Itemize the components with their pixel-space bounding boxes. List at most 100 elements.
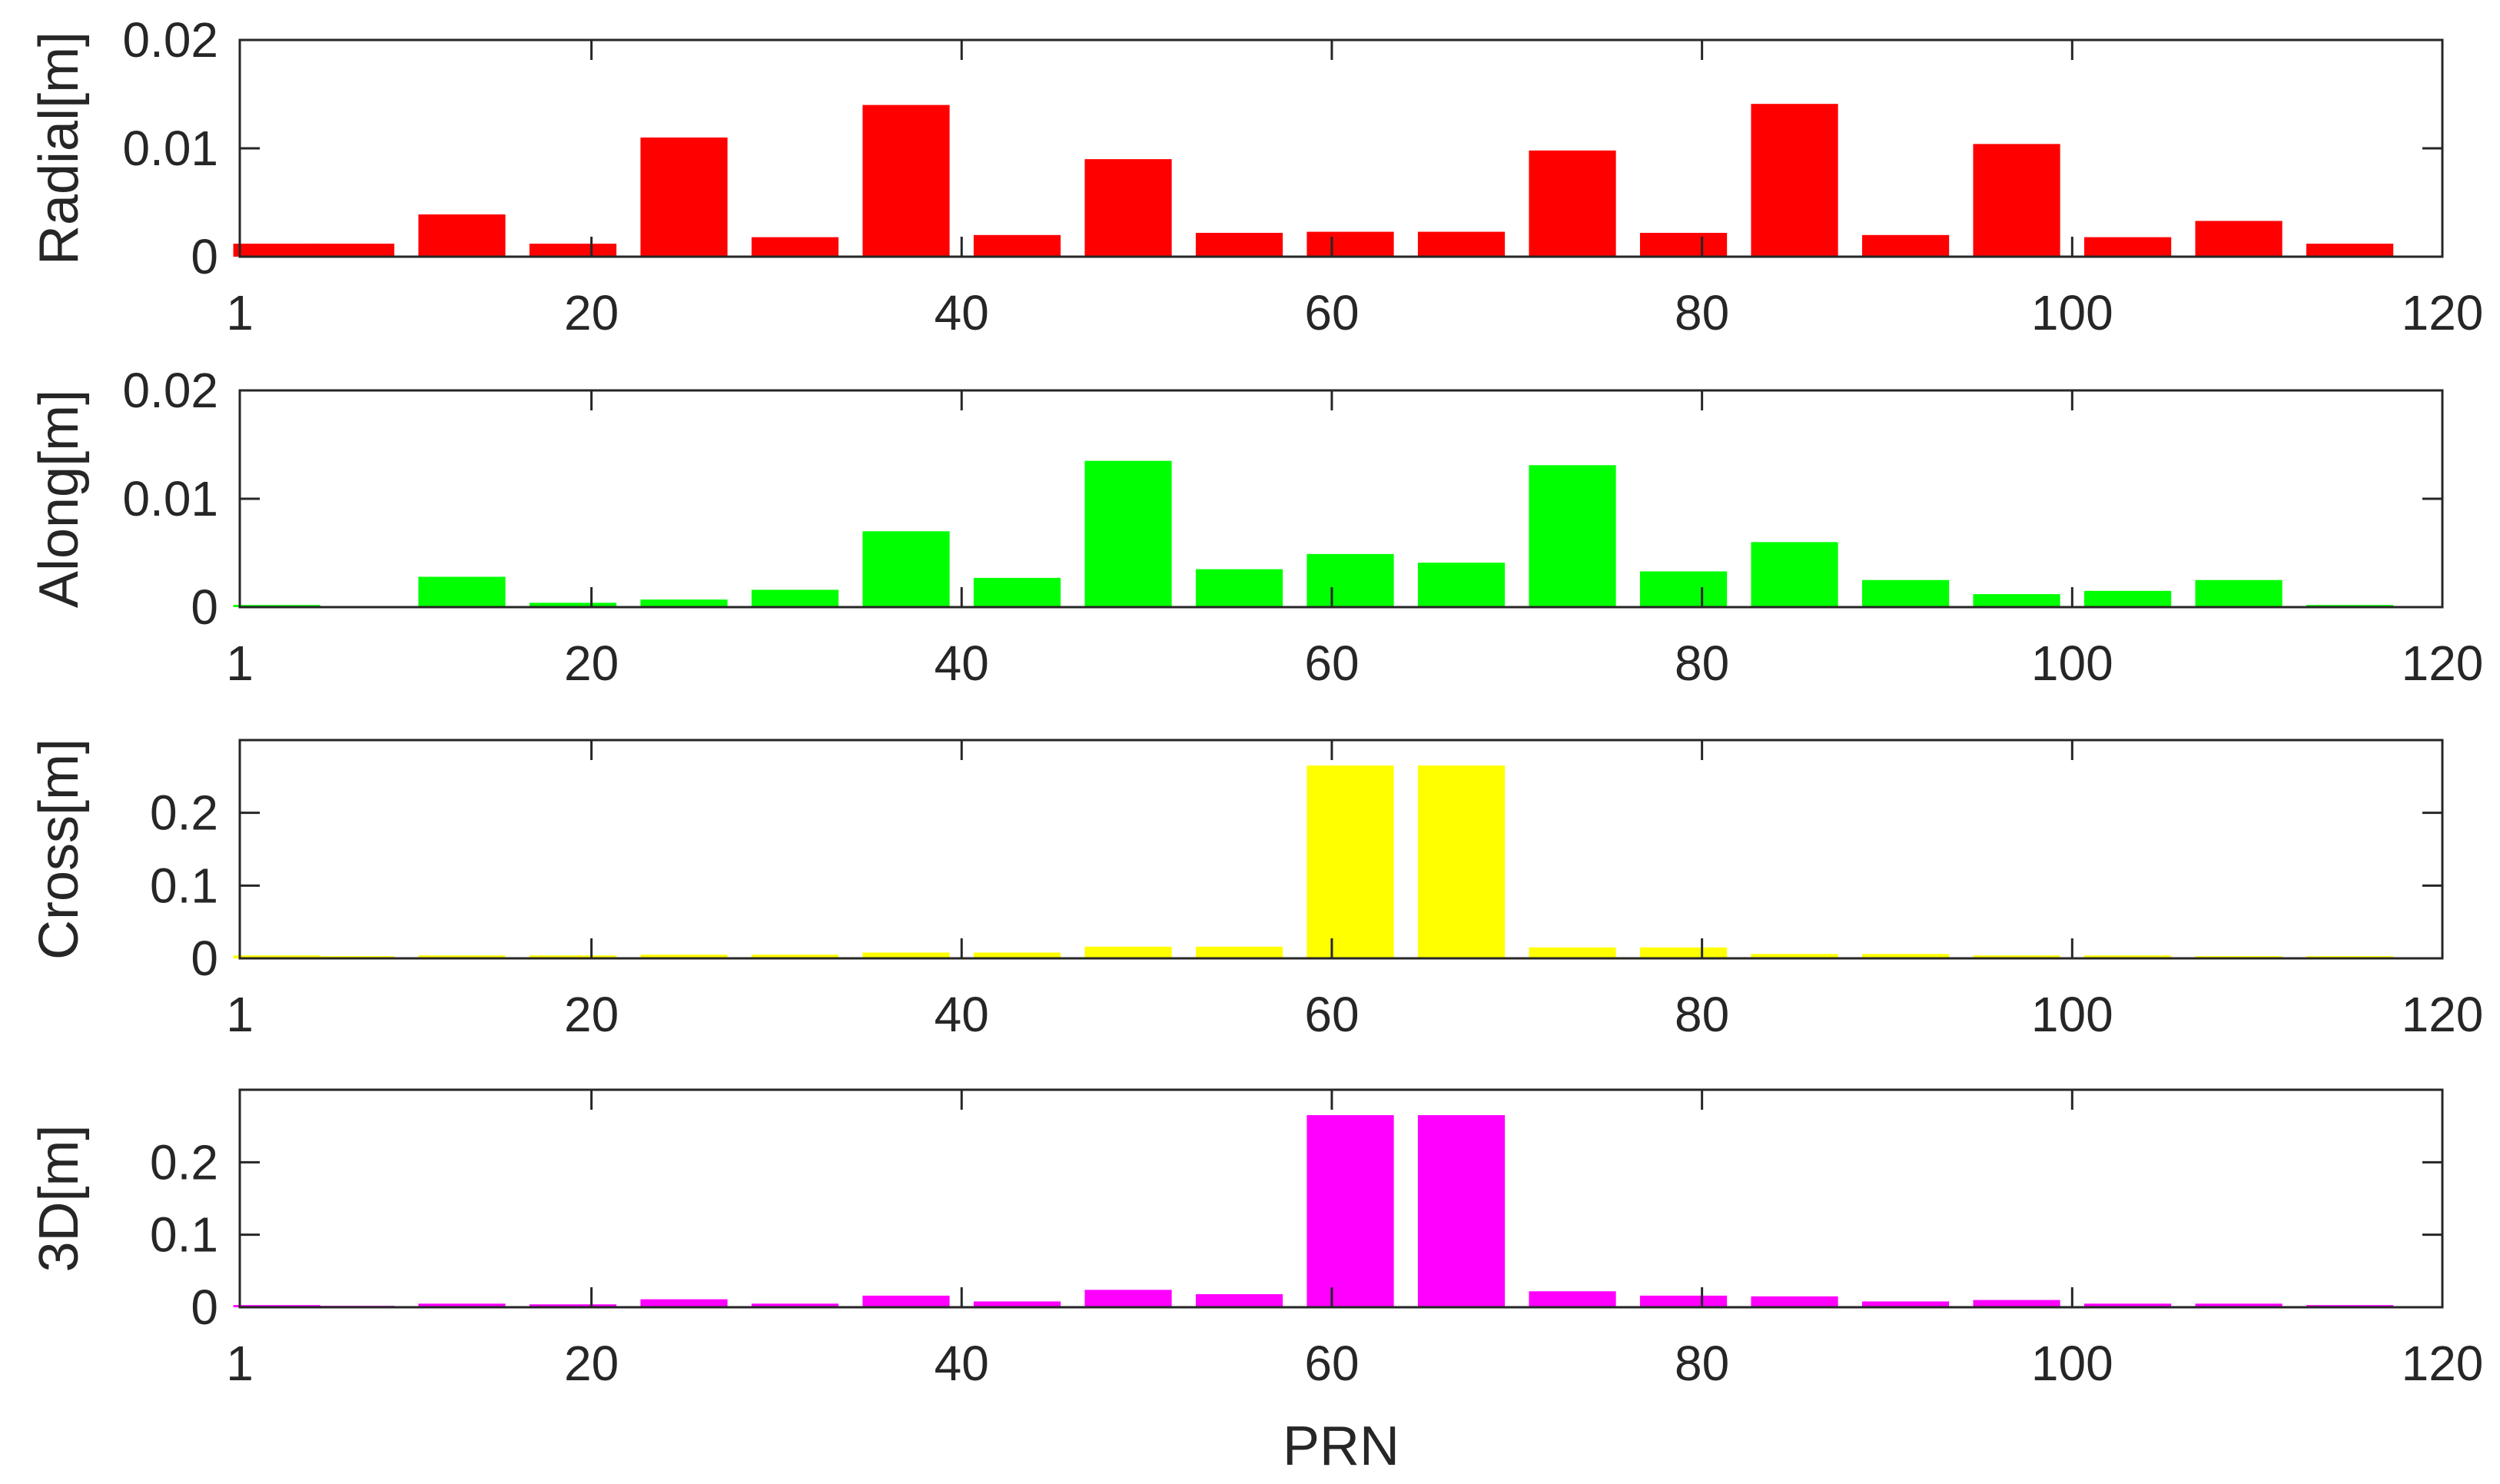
cross-bar: [1529, 947, 1616, 958]
cross-bar: [640, 954, 728, 958]
along-bar: [640, 599, 728, 607]
radial-ytick-label: 0: [191, 229, 218, 284]
along-xtick-label: 120: [2402, 636, 2484, 691]
along-ytick-label: 0: [191, 579, 218, 635]
3d-xtick-label: 40: [935, 1336, 989, 1391]
prn-xlabel: PRN: [1283, 1416, 1399, 1477]
3d-axes-frame: [238, 1088, 2444, 1309]
cross-ytick-label: 0.2: [150, 785, 218, 841]
along-xtick-label: 80: [1675, 636, 1729, 691]
cross-bar: [418, 955, 506, 958]
along-bar: [1417, 563, 1506, 607]
cross-axes-frame: [238, 739, 2444, 960]
cross-bar: [1639, 947, 1728, 958]
along-bar: [1529, 465, 1616, 607]
3d-xtick-label: 20: [564, 1336, 619, 1391]
radial-bar: [1195, 232, 1283, 257]
radial-bar: [307, 244, 395, 257]
radial-xtick-label: 40: [935, 285, 989, 340]
along-xtick-label: 60: [1304, 636, 1359, 691]
along-bar: [1195, 569, 1283, 607]
along-bar: [1973, 594, 2060, 607]
cross-xtick-label: 40: [935, 987, 989, 1042]
3d-bar: [418, 1303, 506, 1307]
cross-xtick-label: 80: [1675, 987, 1729, 1042]
radial-bar: [418, 214, 506, 257]
3d-bar: [2083, 1303, 2172, 1307]
along-bar: [1861, 579, 1950, 607]
along-bar: [1084, 460, 1172, 607]
along-xtick-label: 1: [226, 636, 254, 691]
along-bar: [2083, 590, 2172, 607]
3d-ytick-label: 0.2: [150, 1134, 218, 1190]
radial-bar: [1639, 232, 1728, 257]
3d-xtick-label: 100: [2031, 1336, 2113, 1391]
cross-bar: [862, 952, 950, 958]
along-ytick-label: 0.01: [122, 471, 218, 526]
3d-bar: [1084, 1290, 1172, 1307]
radial-bar: [1529, 150, 1616, 257]
radial-bar: [1751, 104, 1838, 257]
radial-bar: [862, 105, 950, 257]
3d-bar: [640, 1299, 728, 1307]
3d-bar: [1195, 1294, 1283, 1307]
radial-bar: [1417, 231, 1506, 257]
cross-bar: [973, 952, 1061, 958]
3d-bar: [2195, 1303, 2283, 1307]
cross-xtick-label: 60: [1304, 987, 1359, 1042]
radial-bar: [1084, 159, 1172, 257]
radial-bar: [529, 244, 617, 257]
radial-bar: [2306, 244, 2394, 257]
along-ytick-label: 0.02: [122, 363, 218, 418]
radial-axes-frame: [238, 38, 2444, 258]
radial-xtick-label: 60: [1304, 285, 1359, 340]
along-bar: [1639, 571, 1728, 607]
3d-ytick-label: 0.1: [150, 1207, 218, 1263]
cross-bar: [529, 955, 617, 958]
cross-ylabel: Cross[m]: [28, 739, 90, 960]
along-bar: [973, 577, 1061, 607]
radial-ytick-label: 0.02: [122, 12, 218, 68]
along-bar: [1751, 542, 1838, 607]
radial-bar: [1973, 144, 2060, 257]
cross-bar: [1973, 955, 2060, 958]
along-bar: [418, 576, 506, 607]
radial-bar: [751, 237, 839, 257]
along-bar: [529, 603, 617, 607]
3d-bar: [1973, 1300, 2060, 1307]
along-bar: [2195, 579, 2283, 607]
3d-bar: [529, 1304, 617, 1307]
3d-xtick-label: 60: [1304, 1336, 1359, 1391]
3d-bar: [751, 1303, 839, 1307]
cross-xtick-label: 100: [2031, 987, 2113, 1042]
along-bar: [751, 589, 839, 607]
3d-bar: [1417, 1115, 1506, 1307]
cross-ytick-label: 0: [191, 931, 218, 986]
3d-xtick-label: 1: [226, 1336, 254, 1391]
3d-ytick-label: 0: [191, 1280, 218, 1335]
radial-ylabel: Radial[m]: [28, 32, 90, 265]
3d-bar: [862, 1295, 950, 1307]
cross-bar: [1751, 954, 1838, 958]
radial-xtick-label: 100: [2031, 285, 2113, 340]
cross-bar: [1195, 946, 1283, 958]
radial-bar: [1306, 231, 1394, 257]
3d-xtick-label: 120: [2402, 1336, 2484, 1391]
cross-bar: [1084, 946, 1172, 958]
3d-bar: [1639, 1295, 1728, 1307]
along-xtick-label: 40: [935, 636, 989, 691]
radial-bar: [640, 137, 728, 257]
along-bar: [1306, 553, 1394, 607]
cross-ytick-label: 0.1: [150, 858, 218, 913]
cross-xtick-label: 20: [564, 987, 619, 1042]
radial-bar: [2195, 221, 2283, 257]
3d-bar: [1306, 1115, 1394, 1307]
radial-ytick-label: 0.01: [122, 121, 218, 176]
radial-xtick-label: 120: [2402, 285, 2484, 340]
along-xtick-label: 20: [564, 636, 619, 691]
radial-bar: [2083, 237, 2172, 257]
along-ylabel: Along[m]: [28, 390, 90, 608]
